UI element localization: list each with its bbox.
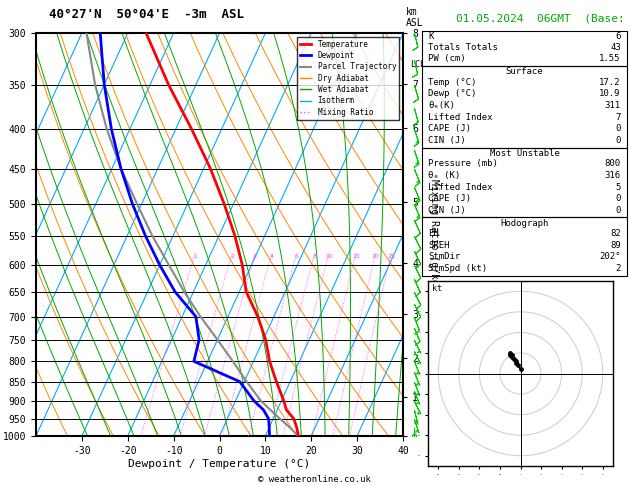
Text: 17.2: 17.2 <box>599 78 621 87</box>
Text: 1: 1 <box>193 254 197 259</box>
Text: 2: 2 <box>615 264 621 273</box>
Text: 6: 6 <box>615 32 621 41</box>
Text: 10: 10 <box>325 254 333 259</box>
Text: CIN (J): CIN (J) <box>428 206 466 215</box>
Text: Lifted Index: Lifted Index <box>428 183 493 191</box>
Text: Lifted Index: Lifted Index <box>428 113 493 122</box>
Text: 2: 2 <box>230 254 234 259</box>
Text: 316: 316 <box>604 171 621 180</box>
Text: 0: 0 <box>615 194 621 203</box>
Legend: Temperature, Dewpoint, Parcel Trajectory, Dry Adiabat, Wet Adiabat, Isotherm, Mi: Temperature, Dewpoint, Parcel Trajectory… <box>297 37 399 120</box>
Text: 6: 6 <box>294 254 298 259</box>
Text: 3: 3 <box>253 254 257 259</box>
Text: Pressure (mb): Pressure (mb) <box>428 159 498 168</box>
Text: 89: 89 <box>610 241 621 250</box>
Text: 15: 15 <box>352 254 360 259</box>
Y-axis label: Mixing Ratio (g/kg): Mixing Ratio (g/kg) <box>429 179 439 290</box>
Text: 5: 5 <box>615 183 621 191</box>
Text: Totals Totals: Totals Totals <box>428 43 498 52</box>
Text: 40°27'N  50°04'E  -3m  ASL: 40°27'N 50°04'E -3m ASL <box>48 8 243 21</box>
Text: 0: 0 <box>615 206 621 215</box>
Text: 1.55: 1.55 <box>599 54 621 63</box>
Text: 20: 20 <box>372 254 379 259</box>
Text: Temp (°C): Temp (°C) <box>428 78 477 87</box>
Text: CAPE (J): CAPE (J) <box>428 124 471 133</box>
Text: θₑ(K): θₑ(K) <box>428 101 455 110</box>
Text: 0: 0 <box>615 136 621 145</box>
Text: PW (cm): PW (cm) <box>428 54 466 63</box>
Text: EH: EH <box>428 229 439 238</box>
Text: Dewp (°C): Dewp (°C) <box>428 89 477 98</box>
Text: kt: kt <box>432 284 442 293</box>
Text: K: K <box>428 32 433 41</box>
Text: CIN (J): CIN (J) <box>428 136 466 145</box>
X-axis label: Dewpoint / Temperature (°C): Dewpoint / Temperature (°C) <box>128 458 311 469</box>
Text: 10.9: 10.9 <box>599 89 621 98</box>
Text: LCL: LCL <box>410 60 425 69</box>
Text: Surface: Surface <box>506 67 543 76</box>
Point <box>505 349 515 357</box>
Point <box>516 365 526 373</box>
Text: © weatheronline.co.uk: © weatheronline.co.uk <box>258 475 371 484</box>
Point <box>505 351 515 359</box>
Text: 202°: 202° <box>599 252 621 261</box>
Point <box>509 355 520 363</box>
Text: 800: 800 <box>604 159 621 168</box>
Text: StmSpd (kt): StmSpd (kt) <box>428 264 487 273</box>
Text: Hodograph: Hodograph <box>500 219 548 228</box>
Text: 43: 43 <box>610 43 621 52</box>
Point <box>507 353 517 361</box>
Text: θₑ (K): θₑ (K) <box>428 171 460 180</box>
Point <box>511 357 521 365</box>
Text: SREH: SREH <box>428 241 450 250</box>
Text: 8: 8 <box>313 254 316 259</box>
Text: 82: 82 <box>610 229 621 238</box>
Point <box>507 351 517 359</box>
Text: 25: 25 <box>387 254 395 259</box>
Text: km
ASL: km ASL <box>406 6 424 28</box>
Text: 0: 0 <box>615 124 621 133</box>
Text: StmDir: StmDir <box>428 252 460 261</box>
Text: CAPE (J): CAPE (J) <box>428 194 471 203</box>
Text: 4: 4 <box>270 254 274 259</box>
Point <box>511 359 521 367</box>
Text: Most Unstable: Most Unstable <box>489 149 559 158</box>
Text: 01.05.2024  06GMT  (Base: 18): 01.05.2024 06GMT (Base: 18) <box>457 14 629 24</box>
Point <box>513 362 523 369</box>
Text: 7: 7 <box>615 113 621 122</box>
Text: 311: 311 <box>604 101 621 110</box>
